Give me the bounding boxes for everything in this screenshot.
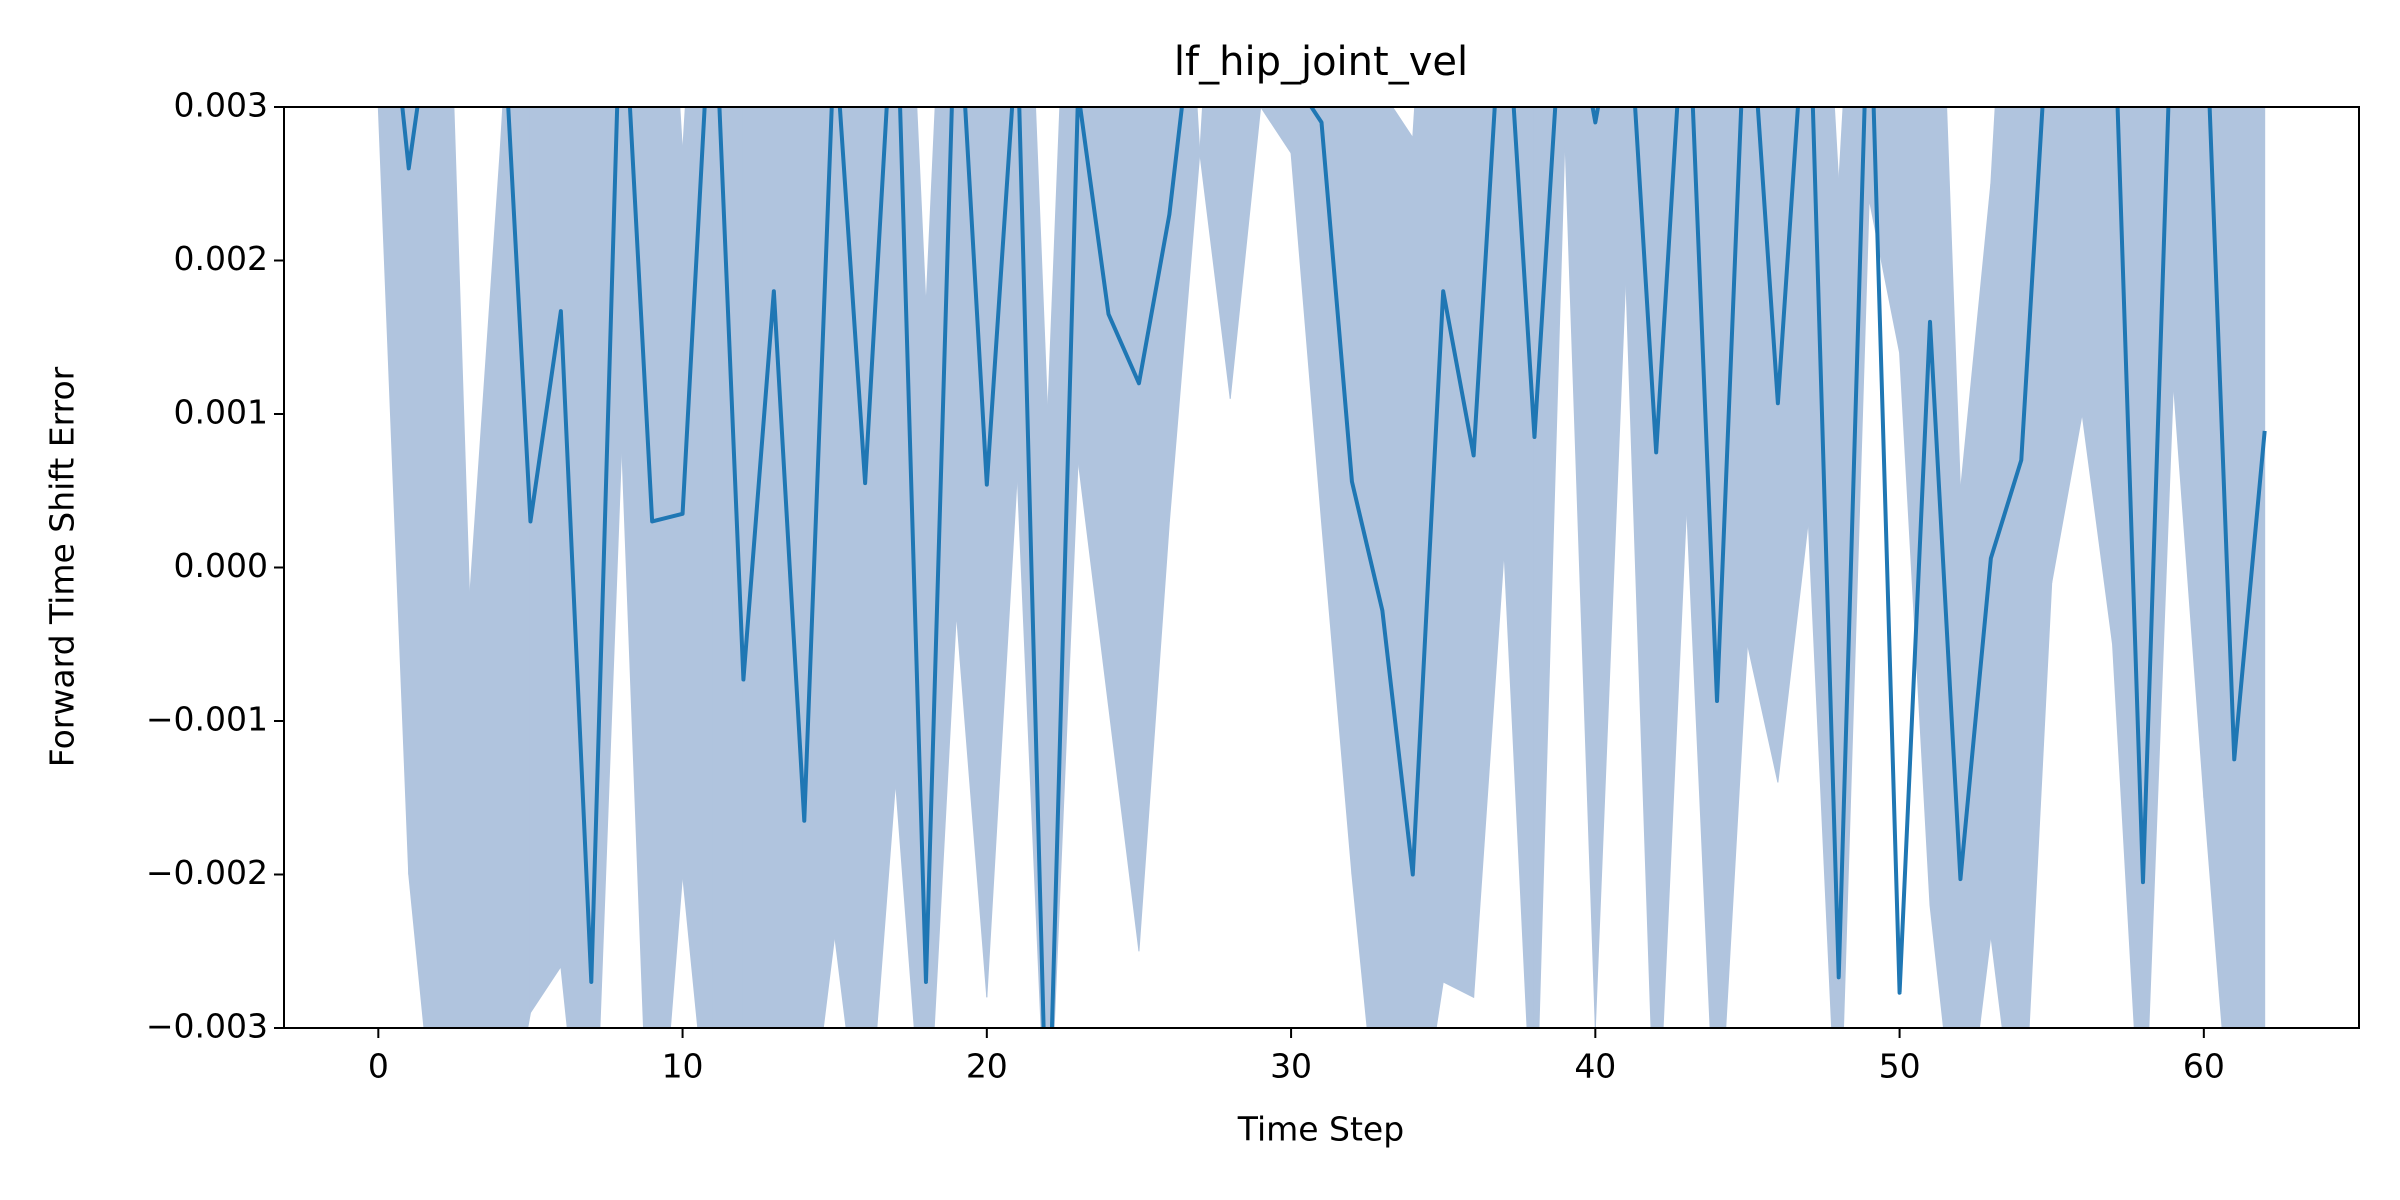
x-tick-label: 50 — [1879, 1047, 1921, 1086]
band-segment — [529, 107, 562, 1015]
y-tick-label: −0.001 — [146, 700, 268, 739]
x-tick-label: 30 — [1270, 1047, 1312, 1086]
band-segment — [651, 107, 684, 1028]
band-segment — [925, 107, 957, 1028]
band-segment — [2081, 107, 2114, 645]
band-segment — [1108, 107, 1140, 952]
series-line — [400, 107, 2267, 1028]
band-segment — [1777, 107, 1809, 783]
band-segment — [682, 107, 714, 1028]
band-segment — [2112, 107, 2144, 1028]
x-tick-label: 40 — [1574, 1047, 1616, 1086]
y-tick-label: −0.002 — [146, 853, 268, 892]
plot-area — [377, 107, 2267, 1028]
x-tick-label: 0 — [368, 1047, 389, 1086]
band-segment — [1990, 107, 2022, 1028]
band-segment — [1138, 107, 1170, 952]
band-segment — [1564, 107, 1596, 1028]
band-segment — [499, 107, 531, 1028]
band-segment — [438, 107, 471, 1028]
x-tick-label: 10 — [662, 1047, 704, 1086]
x-tick-label: 20 — [966, 1047, 1008, 1086]
band-segment — [1473, 107, 1505, 998]
band-segment — [2051, 107, 2083, 583]
band-segment — [1442, 107, 1475, 999]
band-segment — [408, 107, 440, 1028]
band-segment — [742, 107, 775, 1028]
y-tick-label: −0.003 — [146, 1007, 268, 1046]
band-segment — [2142, 107, 2174, 1028]
x-tick-label: 60 — [2183, 1047, 2225, 1086]
chart-title: lf_hip_joint_vel — [1174, 39, 1468, 85]
y-tick-label: 0.000 — [174, 546, 268, 585]
band-segment — [1686, 107, 1718, 1028]
band-segment — [2203, 107, 2235, 1028]
band-segment — [955, 107, 988, 998]
band-segment — [1229, 107, 1262, 399]
band-segment — [1807, 107, 1840, 1028]
band-segment — [469, 153, 501, 1028]
band-segment — [712, 107, 744, 1028]
band-segment — [1168, 107, 1201, 522]
band-segment — [2172, 107, 2205, 798]
band-segment — [621, 107, 653, 1028]
y-axis-label: Forward Time Shift Error — [43, 366, 82, 767]
band-segment — [1199, 107, 1231, 399]
y-tick-label: 0.002 — [174, 239, 268, 278]
band-segment — [834, 107, 866, 1028]
band-segment — [895, 107, 927, 1028]
band-segment — [1838, 107, 1870, 1028]
x-axis-label: Time Step — [1237, 1110, 1404, 1149]
band-segment — [2233, 107, 2266, 1028]
band-segment — [1959, 183, 1992, 1028]
y-tick-label: 0.003 — [174, 86, 268, 125]
band-segment — [1077, 107, 1110, 706]
band-segment — [590, 107, 623, 1028]
band-segment — [1746, 107, 1779, 783]
band-segment — [864, 107, 897, 1028]
band-segment — [560, 107, 592, 1028]
band-segment — [986, 107, 1018, 998]
band-segment — [1594, 107, 1627, 1028]
y-tick-label: 0.001 — [174, 393, 268, 432]
